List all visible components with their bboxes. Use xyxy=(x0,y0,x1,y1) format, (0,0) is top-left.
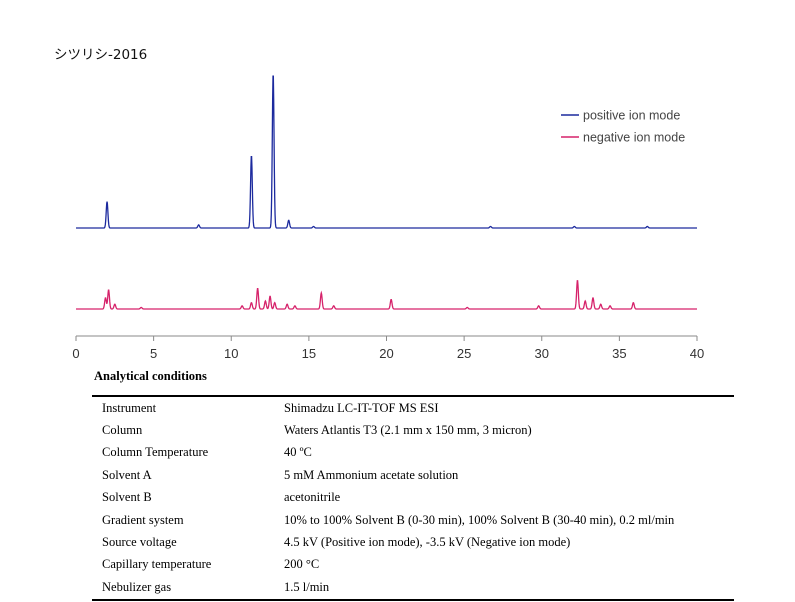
plot-area xyxy=(76,72,697,310)
condition-value: acetonitrile xyxy=(284,490,341,505)
x-tick-label: 5 xyxy=(150,346,157,361)
x-tick-label: 15 xyxy=(302,346,316,361)
x-tick-label: 20 xyxy=(379,346,393,361)
condition-label: Instrument xyxy=(102,400,157,415)
condition-label: Nebulizer gas xyxy=(102,579,172,594)
legend: positive ion mode negative ion mode xyxy=(561,109,685,145)
peak-point xyxy=(272,72,274,74)
condition-value: Waters Atlantis T3 (2.1 mm x 150 mm, 3 m… xyxy=(284,423,532,438)
condition-label: Solvent A xyxy=(102,467,152,482)
conditions-heading: Analytical conditions xyxy=(94,369,207,383)
conditions-table: Instrument Shimadzu LC-IT-TOF MS ESI Colum… xyxy=(92,395,734,601)
condition-value: 40 ºC xyxy=(284,445,312,460)
table-row: Instrument Shimadzu LC-IT-TOF MS ESI xyxy=(92,396,734,419)
legend-label: positive ion mode xyxy=(583,109,680,123)
condition-value: Shimadzu LC-IT-TOF MS ESI xyxy=(284,400,439,415)
table-row: Gradient system 10% to 100% Solvent B (0-… xyxy=(92,509,734,531)
table-row: Capillary temperature 200 °C xyxy=(92,554,734,576)
x-tick-label: 10 xyxy=(224,346,238,361)
condition-value: 10% to 100% Solvent B (0-30 min), 100% S… xyxy=(284,512,675,527)
x-tick-label: 25 xyxy=(457,346,471,361)
condition-label: Gradient system xyxy=(102,512,184,527)
table-row: Column Temperature 40 ºC xyxy=(92,442,734,464)
table-row: Solvent A 5 mM Ammonium acetate solution xyxy=(92,464,734,486)
page-title: シツリシ-2016 xyxy=(54,47,148,63)
peak-point xyxy=(250,154,252,156)
table-row: Column Waters Atlantis T3 (2.1 mm x 150 m… xyxy=(92,419,734,441)
chromatogram-chart: 0 5 10 15 20 25 30 35 40 positive ion mode negati… xyxy=(72,72,704,361)
table-row: Solvent B acetonitrile xyxy=(92,487,734,509)
condition-label: Capillary temperature xyxy=(102,557,212,572)
series-1 xyxy=(76,280,697,310)
x-tick-label: 0 xyxy=(72,346,79,361)
x-axis: 0 5 10 15 20 25 30 35 40 xyxy=(72,335,704,361)
series-0 xyxy=(76,72,697,229)
x-tick-label: 40 xyxy=(690,346,704,361)
condition-value: 5 mM Ammonium acetate solution xyxy=(284,467,459,482)
x-tick-label: 30 xyxy=(535,346,549,361)
series-line xyxy=(76,280,697,310)
legend-label: negative ion mode xyxy=(583,131,685,145)
condition-label: Solvent B xyxy=(102,490,152,505)
condition-label: Column xyxy=(102,423,143,438)
table-row: Nebulizer gas 1.5 l/min xyxy=(92,576,734,599)
table-row: Source voltage 4.5 kV (Positive ion mode)… xyxy=(92,531,734,553)
x-tick-label: 35 xyxy=(612,346,626,361)
condition-value: 4.5 kV (Positive ion mode), -3.5 kV (Neg… xyxy=(284,535,571,550)
condition-value: 200 °C xyxy=(284,557,320,572)
series-line xyxy=(76,75,697,229)
condition-label: Column Temperature xyxy=(102,445,209,460)
condition-label: Source voltage xyxy=(102,535,177,550)
condition-value: 1.5 l/min xyxy=(284,579,330,594)
